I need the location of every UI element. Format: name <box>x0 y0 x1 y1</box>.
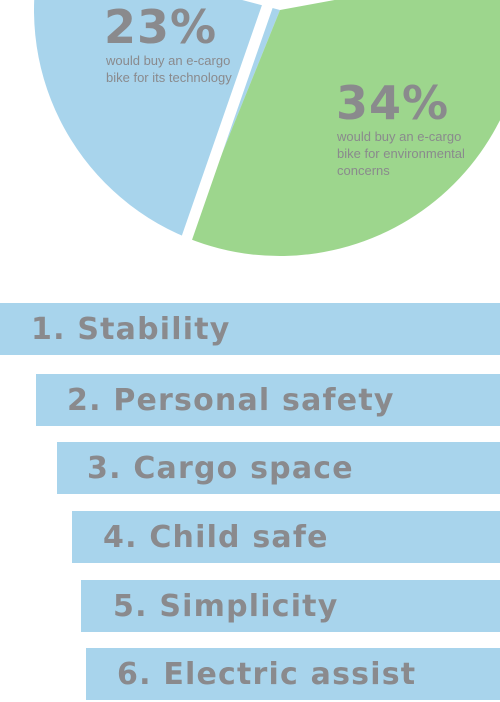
ranking-bar-2: 2. Personal safety <box>36 374 500 426</box>
ranking-label: 2. Personal safety <box>67 382 395 418</box>
ranking-bar-1: 1. Stability <box>0 303 500 355</box>
ranking-label: 3. Cargo space <box>87 450 354 486</box>
pie-slice-separator <box>175 0 276 259</box>
ranking-bar-3: 3. Cargo space <box>57 442 500 494</box>
pie-chart: 23% would buy an e-cargo bike for its te… <box>0 0 500 270</box>
slice-technology-percent: 23% <box>104 0 218 54</box>
pie-slice-technology <box>34 0 280 239</box>
slice-technology-description: would buy an e-cargo bike for its techno… <box>106 53 232 85</box>
ranking-bar-5: 5. Simplicity <box>81 580 500 632</box>
pie-chart-svg <box>34 0 500 259</box>
ranking-label: 5. Simplicity <box>113 588 339 624</box>
slice-environment-description: would buy an e-cargo bike for environmen… <box>337 129 465 178</box>
ranking-bar-4: 4. Child safe <box>72 511 500 563</box>
ranking-label: 4. Child safe <box>103 519 329 555</box>
pie-slice-environment <box>187 0 500 256</box>
slice-environment-percent: 34% <box>336 76 450 130</box>
ranking-label: 1. Stability <box>31 311 231 347</box>
ranking-bar-6: 6. Electric assist <box>86 648 500 700</box>
ranking-label: 6. Electric assist <box>117 656 417 692</box>
